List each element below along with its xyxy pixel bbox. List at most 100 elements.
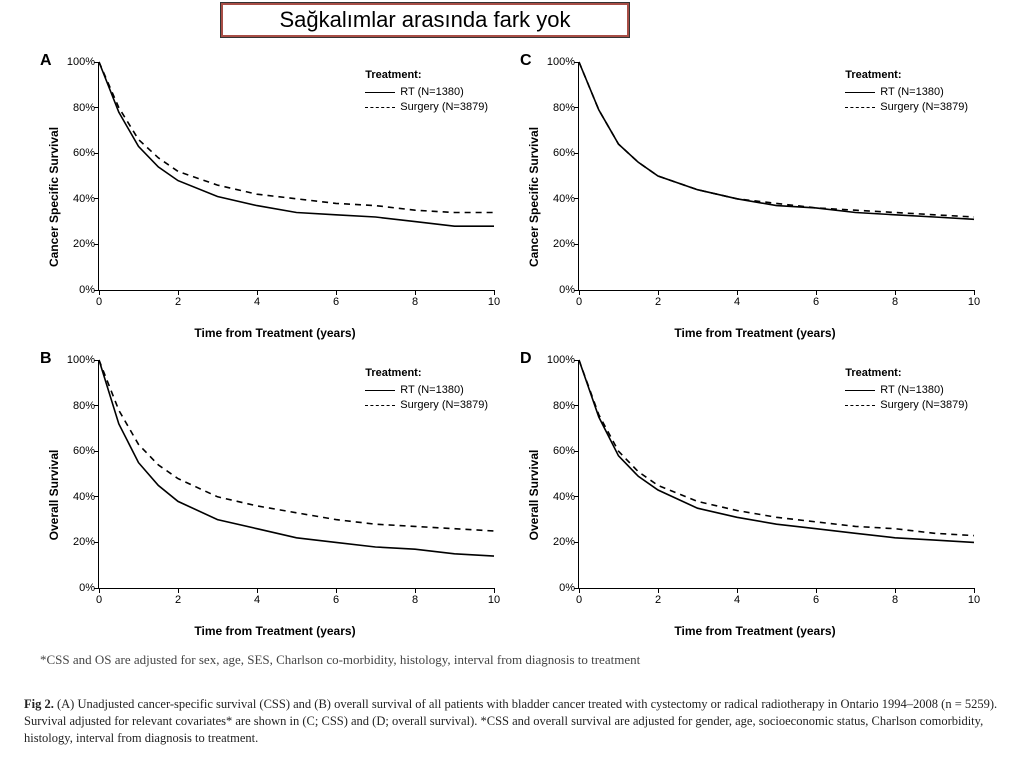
- legend-label-rt: RT (N=1380): [880, 85, 944, 100]
- xtick-mark: [737, 290, 738, 295]
- xtick-mark: [178, 588, 179, 593]
- ytick-label: 60%: [55, 445, 95, 457]
- panel-label: C: [520, 52, 532, 70]
- ytick-label: 60%: [535, 147, 575, 159]
- xtick-mark: [816, 588, 817, 593]
- xtick-mark: [99, 290, 100, 295]
- survival-figure-grid: ACancer Specific SurvivalTime from Treat…: [40, 52, 990, 640]
- legend-line-solid-icon: [365, 92, 395, 93]
- ytick-label: 0%: [55, 582, 95, 594]
- xtick-label: 0: [96, 296, 102, 308]
- xtick-label: 4: [734, 594, 740, 606]
- panel-label: D: [520, 350, 532, 368]
- panel-D: DOverall SurvivalTime from Treatment (ye…: [520, 350, 990, 640]
- ytick-label: 100%: [55, 354, 95, 366]
- legend: Treatment: RT (N=1380)Surgery (N=3879): [845, 366, 968, 413]
- xtick-mark: [974, 290, 975, 295]
- xtick-mark: [895, 290, 896, 295]
- legend-line-dashed-icon: [845, 107, 875, 108]
- xtick-mark: [816, 290, 817, 295]
- xtick-mark: [579, 588, 580, 593]
- legend-row-surgery: Surgery (N=3879): [365, 398, 488, 413]
- ytick-label: 80%: [535, 400, 575, 412]
- ytick-label: 60%: [55, 147, 95, 159]
- legend-line-solid-icon: [365, 390, 395, 391]
- xtick-label: 6: [813, 594, 819, 606]
- xtick-label: 2: [175, 296, 181, 308]
- xtick-label: 10: [488, 296, 500, 308]
- legend: Treatment:RT (N=1380)Surgery (N=3879): [365, 68, 488, 115]
- ytick-label: 100%: [55, 56, 95, 68]
- xtick-label: 2: [655, 594, 661, 606]
- plot-area: 0%20%40%60%80%100%0246810Treatment:RT (N…: [98, 360, 494, 589]
- xtick-mark: [737, 588, 738, 593]
- legend-row-rt: RT (N=1380): [365, 85, 488, 100]
- ytick-label: 20%: [535, 536, 575, 548]
- xtick-label: 8: [892, 594, 898, 606]
- legend: Treatment: RT (N=1380)Surgery (N=3879): [365, 366, 488, 413]
- xtick-label: 0: [96, 594, 102, 606]
- ytick-label: 40%: [535, 193, 575, 205]
- xtick-label: 10: [968, 594, 980, 606]
- ytick-label: 100%: [535, 354, 575, 366]
- caption-lead: Fig 2.: [24, 697, 54, 711]
- xtick-mark: [415, 290, 416, 295]
- ytick-label: 80%: [55, 400, 95, 412]
- legend-line-dashed-icon: [845, 405, 875, 406]
- ytick-label: 20%: [55, 238, 95, 250]
- title-text: Sağkalımlar arasında fark yok: [223, 5, 627, 35]
- ytick-label: 80%: [55, 102, 95, 114]
- xtick-mark: [658, 290, 659, 295]
- xtick-label: 8: [892, 296, 898, 308]
- ytick-label: 20%: [535, 238, 575, 250]
- x-axis-label: Time from Treatment (years): [520, 326, 990, 340]
- legend-label-surgery: Surgery (N=3879): [880, 398, 968, 413]
- legend-title: Treatment:: [365, 366, 488, 381]
- xtick-mark: [257, 588, 258, 593]
- legend-label-rt: RT (N=1380): [400, 383, 464, 398]
- panel-C: CCancer Specific SurvivalTime from Treat…: [520, 52, 990, 342]
- xtick-label: 8: [412, 296, 418, 308]
- xtick-label: 8: [412, 594, 418, 606]
- legend-title: Treatment:: [845, 68, 968, 83]
- xtick-mark: [336, 588, 337, 593]
- legend-title: Treatment:: [845, 366, 968, 381]
- legend-line-dashed-icon: [365, 405, 395, 406]
- panel-A: ACancer Specific SurvivalTime from Treat…: [40, 52, 510, 342]
- ytick-label: 40%: [55, 491, 95, 503]
- xtick-label: 10: [488, 594, 500, 606]
- xtick-label: 6: [333, 296, 339, 308]
- figure-caption: Fig 2. (A) Unadjusted cancer-specific su…: [24, 696, 1000, 747]
- legend-row-rt: RT (N=1380): [845, 383, 968, 398]
- plot-area: 0%20%40%60%80%100%0246810Treatment:RT (N…: [578, 62, 974, 291]
- panel-B: BOverall SurvivalTime from Treatment (ye…: [40, 350, 510, 640]
- ytick-label: 40%: [55, 193, 95, 205]
- legend: Treatment: RT (N=1380)Surgery (N=3879): [845, 68, 968, 115]
- caption-body: (A) Unadjusted cancer-specific survival …: [24, 697, 997, 745]
- xtick-label: 4: [254, 296, 260, 308]
- xtick-label: 0: [576, 296, 582, 308]
- xtick-label: 2: [655, 296, 661, 308]
- legend-row-rt: RT (N=1380): [365, 383, 488, 398]
- plot-area: 0%20%40%60%80%100%0246810Treatment:RT (N…: [578, 360, 974, 589]
- ytick-label: 0%: [535, 284, 575, 296]
- x-axis-label: Time from Treatment (years): [520, 624, 990, 638]
- ytick-label: 60%: [535, 445, 575, 457]
- legend-line-solid-icon: [845, 390, 875, 391]
- legend-line-solid-icon: [845, 92, 875, 93]
- ytick-label: 0%: [535, 582, 575, 594]
- xtick-label: 4: [734, 296, 740, 308]
- plot-area: 0%20%40%60%80%100%0246810Treatment:RT (N…: [98, 62, 494, 291]
- legend-label-rt: RT (N=1380): [400, 85, 464, 100]
- ytick-label: 0%: [55, 284, 95, 296]
- legend-row-rt: RT (N=1380): [845, 85, 968, 100]
- xtick-mark: [494, 290, 495, 295]
- ytick-label: 20%: [55, 536, 95, 548]
- xtick-label: 0: [576, 594, 582, 606]
- legend-row-surgery: Surgery (N=3879): [845, 100, 968, 115]
- panel-label: A: [40, 52, 52, 70]
- x-axis-label: Time from Treatment (years): [40, 624, 510, 638]
- xtick-label: 10: [968, 296, 980, 308]
- xtick-mark: [974, 588, 975, 593]
- xtick-mark: [415, 588, 416, 593]
